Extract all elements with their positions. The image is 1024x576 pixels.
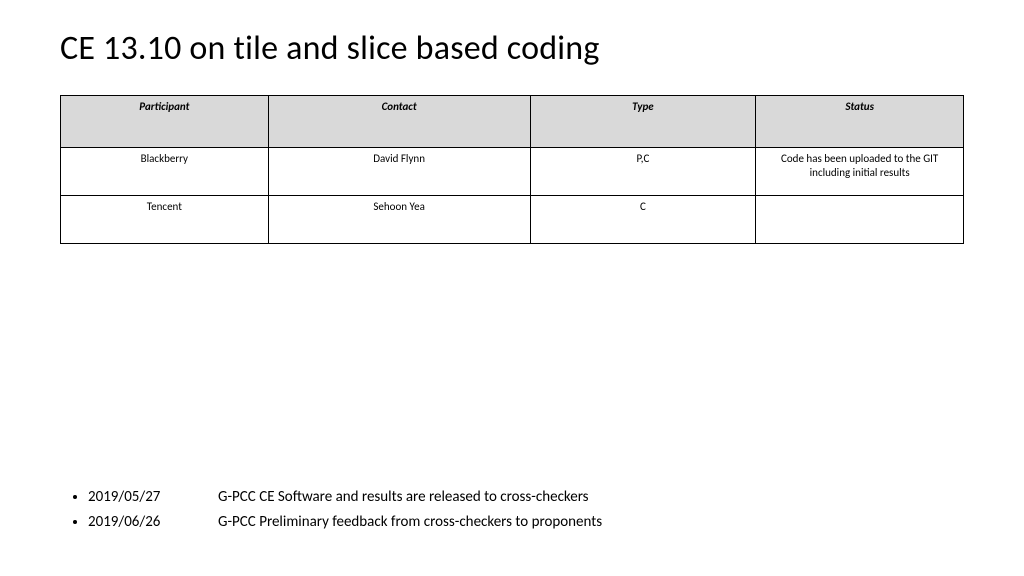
- cell-contact: Sehoon Yea: [268, 196, 530, 244]
- bullet-text: G-PCC CE Software and results are releas…: [218, 486, 589, 509]
- col-header-participant: Participant: [61, 96, 269, 148]
- table-row: Tencent Sehoon Yea C: [61, 196, 964, 244]
- bullet-date: 2019/05/27: [88, 486, 218, 509]
- cell-participant: Tencent: [61, 196, 269, 244]
- slide: CE 13.10 on tile and slice based coding …: [0, 0, 1024, 576]
- participant-table: Participant Contact Type Status Blackber…: [60, 95, 964, 244]
- cell-type: P,C: [530, 148, 756, 196]
- bullet-text: G-PCC Preliminary feedback from cross-ch…: [218, 511, 602, 534]
- cell-status: Code has been uploaded to the GIT includ…: [756, 148, 964, 196]
- col-header-type: Type: [530, 96, 756, 148]
- table-header-row: Participant Contact Type Status: [61, 96, 964, 148]
- col-header-status: Status: [756, 96, 964, 148]
- list-item: 2019/05/27 G-PCC CE Software and results…: [88, 486, 964, 509]
- cell-type: C: [530, 196, 756, 244]
- page-title: CE 13.10 on tile and slice based coding: [60, 28, 964, 69]
- table-row: Blackberry David Flynn P,C Code has been…: [61, 148, 964, 196]
- col-header-contact: Contact: [268, 96, 530, 148]
- schedule-bullets: 2019/05/27 G-PCC CE Software and results…: [70, 486, 964, 537]
- cell-status: [756, 196, 964, 244]
- cell-contact: David Flynn: [268, 148, 530, 196]
- list-item: 2019/06/26 G-PCC Preliminary feedback fr…: [88, 511, 964, 534]
- bullet-date: 2019/06/26: [88, 511, 218, 534]
- cell-participant: Blackberry: [61, 148, 269, 196]
